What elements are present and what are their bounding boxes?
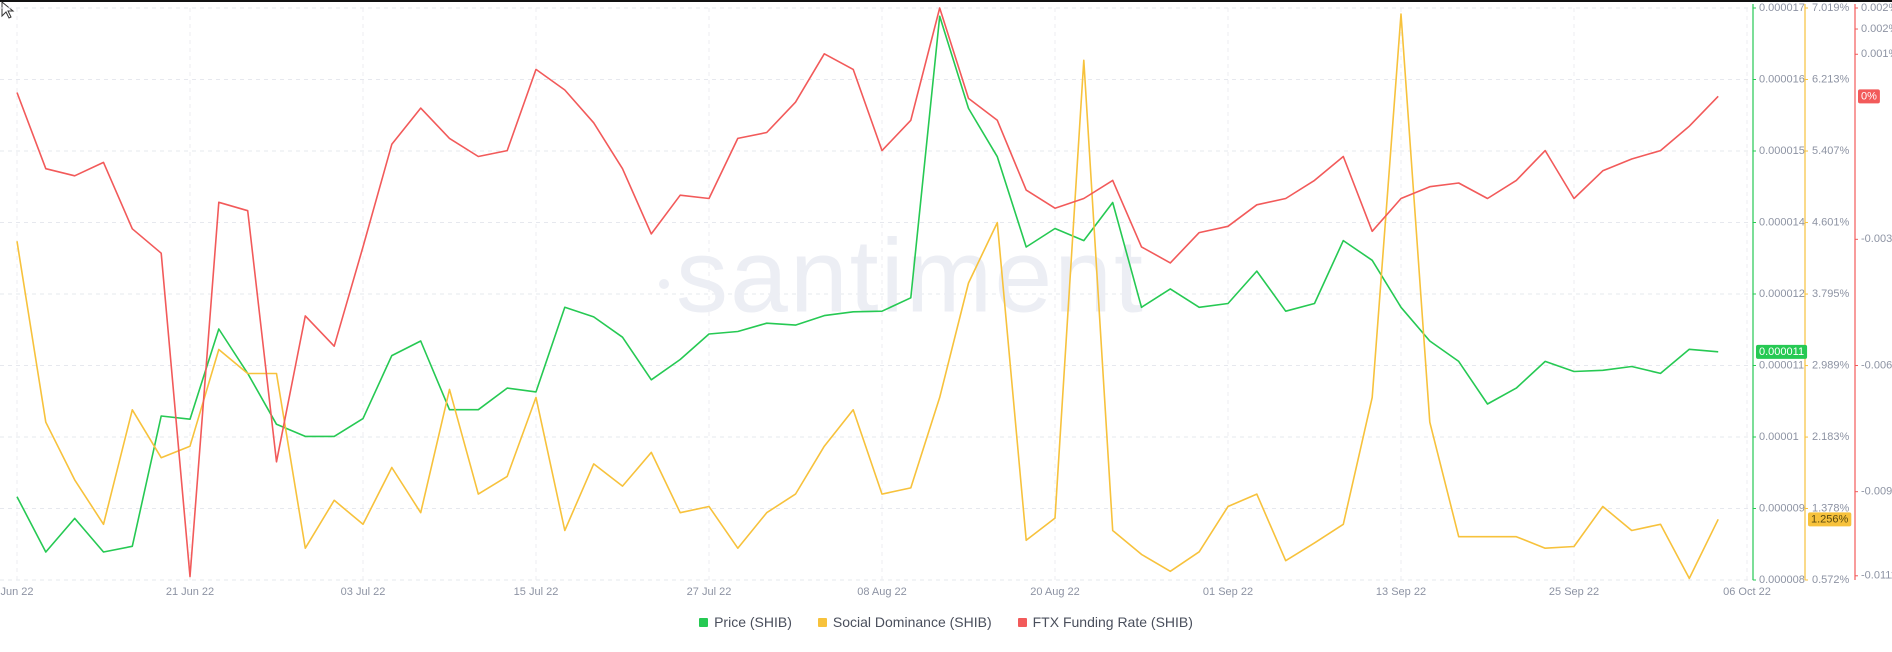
cursor: [1, 0, 15, 19]
legend-item[interactable]: Price (SHIB): [699, 614, 792, 630]
legend-item[interactable]: Social Dominance (SHIB): [817, 614, 992, 630]
series-line: [16, 15, 1719, 553]
y-tick-label: -0.0031: [1861, 233, 1892, 245]
current-badge: 0%: [1858, 89, 1880, 104]
current-badge: 1.256%: [1808, 512, 1852, 527]
y-tick-label: 2.989%: [1812, 359, 1850, 371]
y-tick-label: 0.572%: [1812, 574, 1850, 586]
x-tick-label: 13 Sep 22: [1376, 586, 1426, 598]
legend: Price (SHIB) Social Dominance (SHIB) FTX F…: [0, 614, 1892, 630]
y-tick-label: 0.00001: [1759, 431, 1799, 443]
watermark: santiment: [676, 218, 1145, 334]
legend-label: FTX Funding Rate (SHIB): [1032, 614, 1193, 630]
x-tick-label: 01 Sep 22: [1203, 586, 1253, 598]
y-tick-label: 0.000009: [1759, 502, 1805, 514]
y-tick-label: 0.002%: [1861, 23, 1892, 35]
series-line: [16, 13, 1719, 580]
y-tick-label: 4.601%: [1812, 216, 1850, 228]
x-tick-label: 25 Sep 22: [1549, 586, 1599, 598]
x-tick-label: Jun 22: [0, 586, 33, 598]
y-tick-label: 0.000016: [1759, 73, 1805, 85]
x-tick-label: 08 Aug 22: [857, 586, 907, 598]
badge-bg: [1858, 89, 1880, 104]
x-tick-label: 15 Jul 22: [514, 586, 559, 598]
badge-bg: [1808, 512, 1852, 527]
x-tick-label: 20 Aug 22: [1030, 586, 1080, 598]
x-tick-label: 27 Jul 22: [687, 586, 732, 598]
y-tick-label: 0.000015: [1759, 145, 1805, 157]
y-tick-label: 0.000008: [1759, 574, 1805, 586]
y-tick-label: -0.0061: [1861, 359, 1892, 371]
y-tick-label: 5.407%: [1812, 145, 1850, 157]
badge-text: 0%: [1861, 91, 1877, 103]
legend-swatch: [1017, 617, 1027, 627]
y-tick-label: 0.000017: [1759, 2, 1805, 14]
badge-text: 1.256%: [1811, 514, 1849, 526]
legend-label: Social Dominance (SHIB): [832, 614, 992, 630]
legend-item[interactable]: FTX Funding Rate (SHIB): [1017, 614, 1193, 630]
y-tick-label: 0.001%: [1861, 48, 1892, 60]
x-tick-label: 06 Oct 22: [1723, 586, 1771, 598]
y-tick-label: 2.183%: [1812, 431, 1850, 443]
y-tick-label: 7.019%: [1812, 2, 1850, 14]
watermark-group: santiment: [659, 218, 1145, 334]
legend-swatch: [817, 617, 827, 627]
y-tick-label: 0.002%: [1861, 2, 1892, 14]
current-badge: 0.000011: [1756, 344, 1808, 359]
legend-swatch: [699, 617, 709, 627]
y-tick-label: 1.378%: [1812, 502, 1850, 514]
y-tick-label: 0.000012: [1759, 288, 1805, 300]
y-tick-label: 3.795%: [1812, 288, 1850, 300]
badge-text: 0.000011: [1759, 346, 1804, 358]
legend-label: Price (SHIB): [714, 614, 792, 630]
y-tick-label: 0.000014: [1759, 216, 1805, 228]
y-tick-label: -0.0091: [1861, 486, 1892, 498]
x-tick-label: 21 Jun 22: [166, 586, 214, 598]
badge-bg: [1756, 344, 1808, 359]
y-tick-label: 6.213%: [1812, 73, 1850, 85]
x-tick-label: 03 Jul 22: [341, 586, 386, 598]
y-tick-label: 0.000011: [1759, 359, 1804, 371]
series-line: [16, 7, 1719, 578]
watermark-dot: [659, 279, 669, 289]
